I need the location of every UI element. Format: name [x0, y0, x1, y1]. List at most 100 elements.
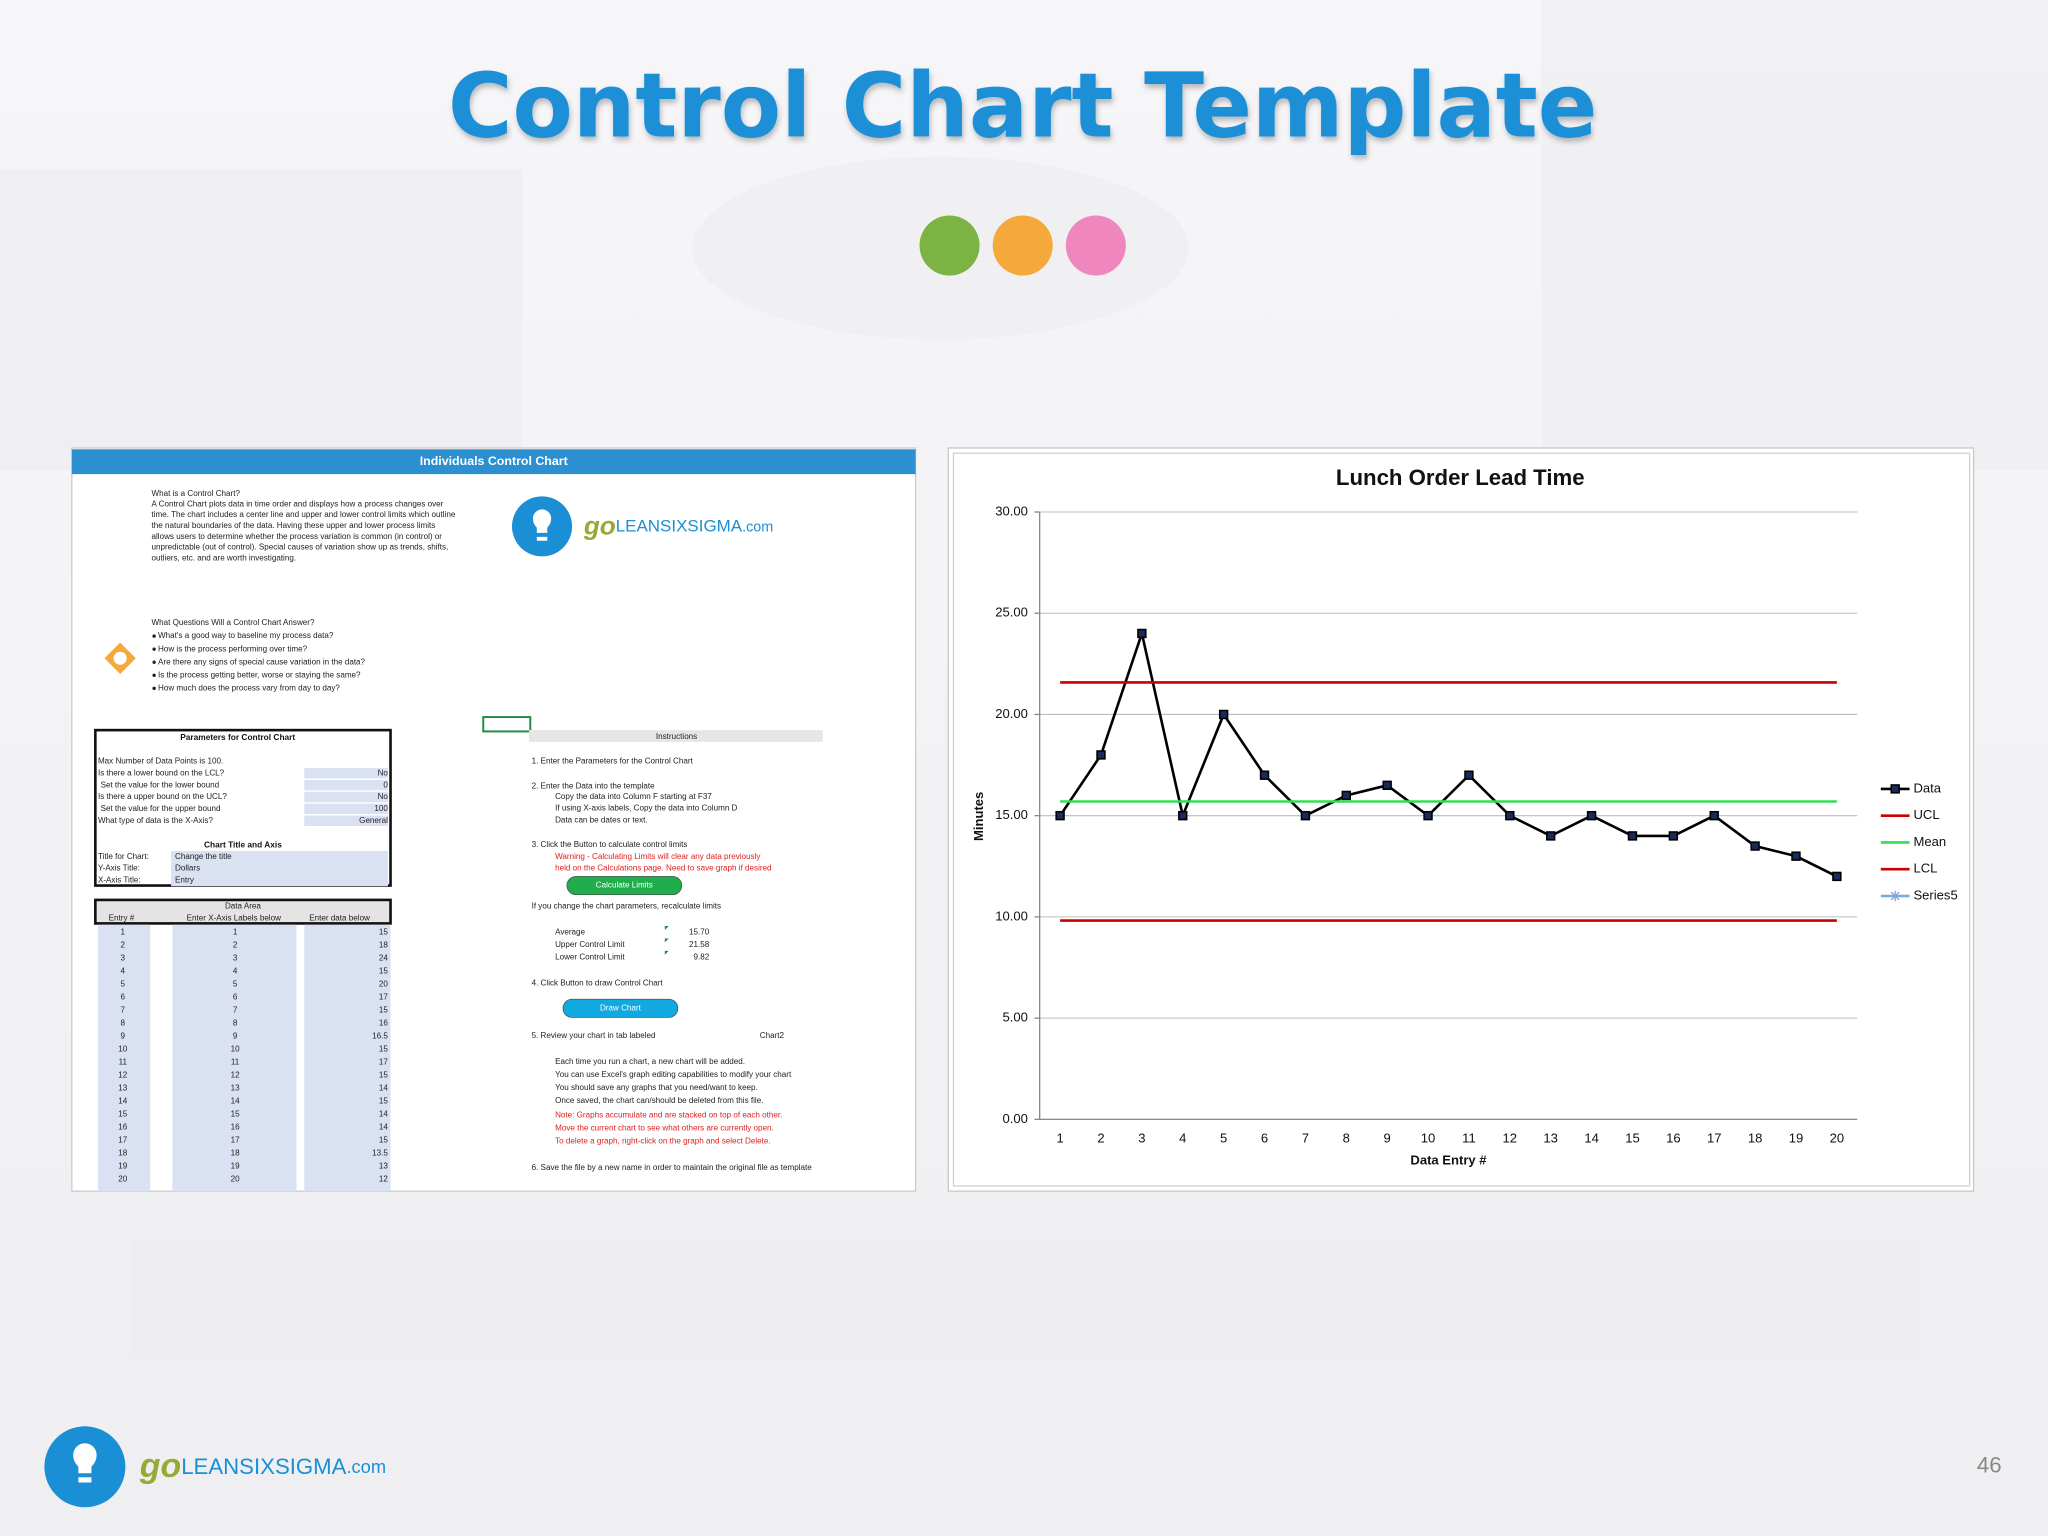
instruction-line: 6. Save the file by a new name in order … — [532, 1163, 813, 1172]
instruction-line: Data can be dates or text. — [555, 815, 648, 824]
y-tick-label: 30.00 — [995, 503, 1028, 518]
data-cell: 24 — [379, 954, 388, 963]
button-label: Draw Chart — [600, 1003, 642, 1012]
question: What's a good way to baseline my process… — [158, 631, 334, 640]
data-cell: 14 — [379, 1123, 388, 1132]
data-cell: 15 — [379, 1097, 388, 1106]
intro-line: A Control Chart plots data in time order… — [152, 499, 444, 508]
entry-number: 5 — [121, 980, 126, 989]
axis-row-label: X-Axis Title: — [98, 875, 141, 884]
column-fill — [97, 924, 151, 1192]
data-cell: 16.5 — [372, 1032, 388, 1041]
series-line — [1059, 628, 1838, 878]
dot — [992, 215, 1053, 276]
axis-title-heading: Chart Title and Axis — [204, 839, 282, 849]
x-label-cell: 12 — [231, 1071, 240, 1080]
x-label-cell: 19 — [231, 1162, 240, 1171]
x-tick-label: 7 — [1302, 1130, 1309, 1145]
x-label-cell: 7 — [233, 1006, 238, 1015]
intro-line: unpredictable (out of control). Special … — [152, 543, 449, 552]
x-tick-label: 19 — [1789, 1130, 1804, 1145]
x-tick-label: 12 — [1503, 1130, 1518, 1145]
x-label-cell: 1 — [233, 928, 238, 937]
chart-title: Lunch Order Lead Time — [1336, 465, 1585, 490]
x-axis-label: Data Entry # — [1410, 1153, 1487, 1168]
entry-number: 17 — [118, 1136, 127, 1145]
dot — [919, 215, 980, 276]
column-header: Enter X-Axis Labels below — [187, 913, 281, 922]
entry-number: 15 — [118, 1110, 127, 1119]
parameter-label: What type of data is the X-Axis? — [98, 816, 213, 825]
logo-brand: LEANSIXSIGMA — [616, 517, 743, 536]
x-tick-label: 17 — [1707, 1130, 1722, 1145]
x-tick-label: 20 — [1830, 1130, 1845, 1145]
intro-heading: What is a Control Chart? — [152, 489, 241, 498]
data-area-title: Data Area — [225, 902, 261, 911]
parameters-note: Max Number of Data Points is 100. — [98, 757, 223, 766]
input-cell — [304, 768, 388, 779]
entry-number: 14 — [118, 1097, 127, 1106]
x-label-cell: 16 — [231, 1123, 240, 1132]
legend-label: Mean — [1913, 834, 1946, 849]
column-fill — [172, 924, 297, 1192]
instruction-line: Once saved, the chart can/should be dele… — [555, 1096, 763, 1105]
instruction-line: You can use Excel's graph editing capabi… — [555, 1070, 792, 1079]
marker — [1382, 780, 1392, 791]
column-header: Enter data below — [309, 913, 370, 922]
entry-number: 2 — [121, 941, 126, 950]
x-tick-label: 4 — [1179, 1130, 1186, 1145]
bullet — [152, 634, 156, 638]
x-tick-label: 1 — [1056, 1130, 1063, 1145]
instructions-bar — [528, 730, 823, 742]
questions-heading: What Questions Will a Control Chart Answ… — [152, 618, 315, 627]
instruction-line: 3. Click the Button to calculate control… — [532, 840, 688, 849]
data-cell: 20 — [379, 980, 388, 989]
data-cell: 17 — [379, 1058, 388, 1067]
marker — [1178, 810, 1188, 821]
x-label-cell: 5 — [233, 980, 238, 989]
stat-label: Upper Control Limit — [555, 940, 625, 949]
legend-label: UCL — [1913, 807, 1939, 822]
marker — [1096, 750, 1106, 760]
instruction-line: To delete a graph, right-click on the gr… — [555, 1137, 771, 1146]
bulb — [73, 1443, 97, 1483]
marker — [1668, 831, 1679, 841]
parameter-label: Set the value for the lower bound — [101, 780, 220, 789]
question: How is the process performing over time? — [158, 644, 308, 653]
x-label-cell: 11 — [231, 1058, 240, 1067]
chart: Lunch Order Lead Time Data Entry # Minut… — [971, 465, 1958, 1167]
button — [566, 876, 683, 896]
parameter-label: Set the value for the upper bound — [101, 804, 221, 813]
logo-domain: .com — [346, 1456, 386, 1477]
x-tick-label: 10 — [1421, 1130, 1436, 1145]
slide-title: Control Chart Template — [448, 55, 1597, 158]
marker — [1627, 831, 1638, 841]
entry-number: 3 — [121, 954, 126, 963]
instruction-line: 5. Review your chart in tab labeled — [532, 1031, 656, 1040]
parameter-value: General — [359, 816, 388, 825]
y-tick-label: 0.00 — [1003, 1111, 1028, 1126]
input-cell — [171, 850, 388, 863]
marker — [1218, 709, 1229, 720]
stat-value: 21.58 — [689, 940, 710, 949]
marker — [1464, 770, 1474, 780]
input-cell — [171, 874, 388, 887]
x-label-cell: 4 — [233, 967, 238, 976]
x-label-cell: 15 — [231, 1110, 240, 1119]
axis-row-value: Change the title — [175, 852, 232, 861]
logo-go: go — [139, 1447, 181, 1485]
x-label-cell: 8 — [233, 1019, 238, 1028]
legend-label: LCL — [1913, 861, 1937, 876]
marker — [1341, 790, 1351, 801]
input-cell — [304, 815, 388, 826]
sheet-header: Individuals Control Chart — [420, 454, 568, 468]
axis-row-value: Entry — [175, 875, 195, 884]
y-tick-label: 25.00 — [995, 605, 1028, 620]
parameters-title: Parameters for Control Chart — [180, 732, 295, 742]
entry-number: 6 — [121, 993, 126, 1002]
entry-number: 16 — [118, 1123, 127, 1132]
question: How much does the process vary from day … — [158, 683, 340, 692]
y-tick-label: 5.00 — [1003, 1010, 1028, 1025]
page-number: 46 — [1977, 1453, 2002, 1478]
sheet-header-bar — [71, 449, 916, 475]
